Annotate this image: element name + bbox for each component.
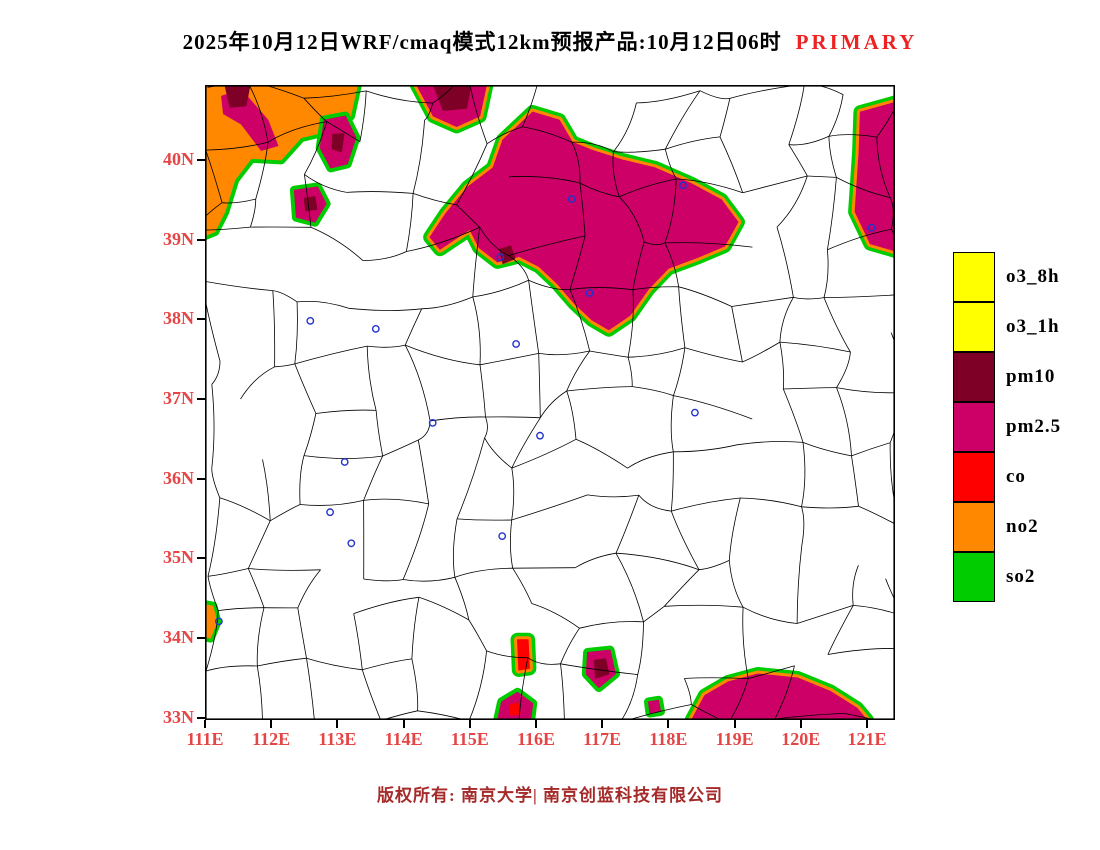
lat-tick-label: 38N	[163, 308, 194, 329]
overlay-pm10	[593, 658, 610, 679]
lat-tick-label: 33N	[163, 706, 194, 727]
city-marker	[536, 431, 544, 440]
title-highlight: PRIMARY	[795, 30, 918, 54]
lat-tick-mark	[197, 637, 205, 640]
lon-tick-label: 117E	[583, 729, 622, 749]
lon-tick-mark	[601, 720, 604, 728]
lat-tick-mark	[197, 477, 205, 480]
pollutant-legend: o3_8h o3_1h pm10 pm2.5 co no2 so2	[953, 252, 1061, 602]
overlay-no2	[205, 604, 218, 639]
lon-tick-mark	[204, 720, 206, 728]
lat-tick-label: 39N	[163, 228, 194, 249]
legend-label: no2	[1006, 516, 1039, 537]
legend-item: co	[953, 452, 1061, 502]
legend-swatch-pm10	[953, 352, 995, 402]
city-marker	[496, 253, 505, 262]
lat-tick-label: 40N	[163, 148, 194, 169]
legend-item: no2	[953, 502, 1061, 552]
city-marker	[512, 340, 520, 348]
lon-tick-mark	[535, 720, 537, 728]
lon-tick-mark	[270, 720, 273, 728]
lon-tick-label: 111E	[186, 729, 224, 749]
lat-tick-mark	[197, 716, 205, 719]
city-marker	[690, 408, 699, 417]
city-marker	[371, 324, 380, 333]
lon-tick-label: 121E	[847, 729, 887, 749]
overlay-pm10	[432, 85, 472, 111]
legend-item: o3_8h	[953, 252, 1061, 302]
city-marker	[567, 195, 576, 203]
lat-tick-label: 37N	[163, 388, 194, 409]
city-marker	[347, 539, 356, 548]
map-frame	[205, 85, 895, 720]
county-boundaries	[205, 85, 895, 720]
lon-tick-mark	[733, 720, 736, 728]
page-title: 2025年10月12日WRF/cmaq模式12km预报产品:10月12日06时 P…	[0, 26, 1100, 56]
legend-label: so2	[1006, 566, 1036, 587]
lat-tick-mark	[197, 318, 205, 321]
lat-tick-label: 35N	[163, 547, 194, 568]
legend-item: pm2.5	[953, 402, 1061, 452]
city-marker	[867, 223, 876, 232]
legend-swatch-no2	[953, 502, 995, 552]
lat-tick-mark	[197, 398, 205, 401]
city-marker	[498, 532, 507, 540]
copyright-footer: 版权所有: 南京大学| 南京创蓝科技有限公司	[377, 786, 723, 805]
lon-tick-label: 116E	[516, 729, 555, 749]
lat-tick-mark	[197, 238, 205, 241]
overlay-pm25	[691, 673, 868, 720]
city-marker	[340, 458, 349, 466]
lon-tick-mark	[468, 720, 471, 728]
map-area	[205, 85, 895, 720]
lon-tick-label: 119E	[715, 729, 754, 749]
legend-item: o3_1h	[953, 302, 1061, 352]
lon-tick-label: 120E	[781, 729, 821, 749]
lat-tick-label: 34N	[163, 627, 194, 648]
overlay-pm10	[331, 133, 345, 153]
overlay-pm10	[303, 196, 318, 212]
lon-tick-mark	[667, 720, 670, 728]
legend-swatch-o3_1h	[953, 302, 995, 352]
legend-swatch-o3_8h	[953, 252, 995, 302]
legend-label: o3_1h	[1006, 316, 1060, 337]
lon-tick-label: 112E	[252, 729, 291, 749]
city-marker	[679, 181, 687, 190]
legend-swatch-so2	[953, 552, 995, 602]
legend-label: pm2.5	[1006, 416, 1062, 437]
legend-label: co	[1006, 466, 1026, 487]
lon-tick-mark	[336, 720, 339, 728]
overlay-pm25	[648, 699, 661, 714]
city-marker	[428, 418, 437, 427]
lat-tick-mark	[197, 158, 205, 161]
overlay-co	[517, 639, 530, 671]
forecast-map	[205, 85, 895, 720]
legend-label: o3_8h	[1006, 266, 1060, 287]
lon-tick-label: 113E	[318, 729, 357, 749]
city-marker	[326, 508, 335, 517]
lat-tick-mark	[197, 557, 205, 560]
overlay-co	[509, 702, 521, 716]
city-markers	[214, 181, 876, 626]
city-marker	[214, 617, 223, 626]
city-marker	[585, 289, 594, 297]
legend-swatch-pm2.5	[953, 402, 995, 452]
city-marker	[306, 316, 315, 325]
title-main: 2025年10月12日WRF/cmaq模式12km预报产品:10月12日06时	[182, 30, 782, 54]
legend-item: so2	[953, 552, 1061, 602]
legend-item: pm10	[953, 352, 1061, 402]
lon-tick-label: 115E	[450, 729, 489, 749]
lon-tick-mark	[799, 720, 802, 728]
lat-tick-label: 36N	[163, 467, 194, 488]
lon-tick-label: 118E	[649, 729, 688, 749]
legend-swatch-co	[953, 452, 995, 502]
overlay-pm10	[224, 85, 251, 108]
lon-tick-mark	[866, 720, 868, 728]
lon-tick-label: 114E	[384, 729, 423, 749]
lon-tick-mark	[402, 720, 405, 728]
legend-label: pm10	[1006, 366, 1056, 387]
